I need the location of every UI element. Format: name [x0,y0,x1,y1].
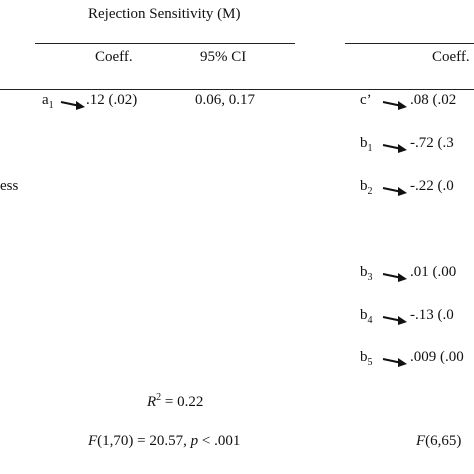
coeff: .01 (.00 [410,264,457,280]
r-squared: R2 = 0.22 [147,389,203,411]
rule [0,89,474,90]
p-value: < .001 [198,433,241,449]
rule [345,43,474,44]
rule [35,43,295,44]
f-stat: F(1,70) = 20.57, p < .001 [88,432,240,450]
coeff: -.22 (.0 [410,178,454,194]
coeff: .12 (.02) [86,92,138,108]
sub: 3 [367,272,373,283]
var: b [360,178,368,194]
f: F [416,433,426,449]
arrow [382,316,407,325]
power: 2 [156,392,162,403]
f: F [88,433,98,449]
coeff: -.13 (.0 [410,307,454,323]
path-label: c’ [360,91,372,109]
coeff: -.72 (.3 [410,135,454,151]
sub: 1 [367,143,373,154]
var: a [42,92,49,108]
path-label: b3 [360,263,373,287]
column-header: 95% CI [200,49,247,65]
column-header: Coeff. [432,49,470,65]
path-label: b5 [360,348,373,372]
var: b [360,349,368,365]
path-label: b4 [360,306,373,330]
sub: 2 [367,186,373,197]
path-label: b1 [360,134,373,158]
arrow [382,358,407,367]
arrow [60,101,85,110]
arrow [382,144,407,153]
group-header: Rejection Sensitivity (M) [88,6,241,22]
var: b [360,307,368,323]
sub: 4 [367,315,373,326]
f-stat: F(6,65) [416,432,461,450]
f-value: (1,70) = 20.57, [97,433,191,449]
coeff: .009 (.00 [410,349,464,365]
var: c’ [360,92,372,108]
arrow [382,273,407,282]
r: R [147,394,157,410]
p: p [190,433,199,449]
sub: 1 [48,100,54,111]
arrow [382,187,407,196]
path-label: b2 [360,177,373,201]
arrow [382,101,407,110]
sub: 5 [367,357,373,368]
path-label: a1 [42,91,54,115]
row-label: ess [0,178,19,194]
column-header: Coeff. [95,49,133,65]
coeff: .08 (.02 [410,92,457,108]
var: b [360,264,368,280]
r2-value: = 0.22 [161,394,204,410]
var: b [360,135,368,151]
f-value: (6,65) [425,433,462,449]
ci: 0.06, 0.17 [195,92,255,108]
